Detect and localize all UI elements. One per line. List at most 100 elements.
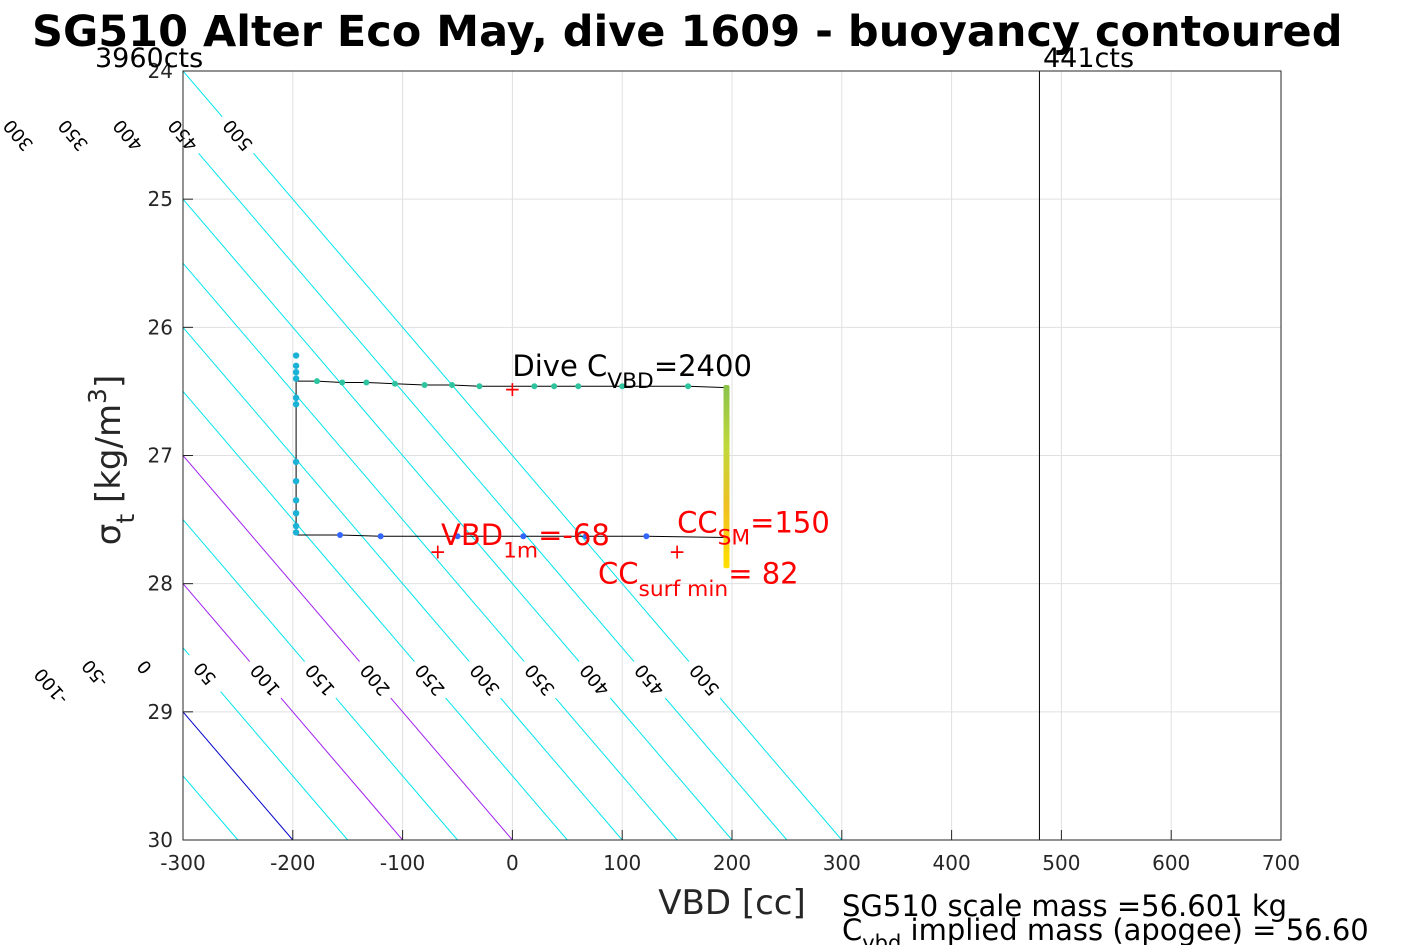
x-tick-label: 100 (603, 851, 641, 875)
trace-point (313, 378, 320, 385)
cc-sm-label-sub: SM (718, 526, 751, 551)
y-tick-label: 29 (148, 700, 173, 724)
trace-point (421, 382, 428, 389)
axis-tick-labels: -300 -200 -100 0 100 200 300 400 500 600 700 24 25 26… (148, 59, 1301, 875)
trace-point (337, 531, 344, 538)
contour-label-bg (407, 655, 453, 704)
trace-point (292, 352, 300, 359)
implied-mass-text: Cvbd implied mass (apogee) = 56.60 (842, 913, 1369, 945)
trace-point (575, 383, 582, 390)
contour-line (183, 582, 403, 840)
counts-left-label: 3960cts (95, 43, 203, 74)
dive-trace (292, 352, 730, 569)
trace-point (454, 533, 461, 540)
x-tick-label: 600 (1152, 851, 1190, 875)
contour-label-bg (297, 655, 343, 704)
annotation-markers: + + + (429, 377, 685, 564)
contour-line (183, 198, 733, 840)
x-axis-label: VBD [cc] (658, 883, 806, 923)
trace-point (520, 533, 527, 540)
trace-point (531, 383, 538, 390)
y-axis-label-sigma: σ (89, 524, 129, 546)
y-tick-label: 27 (148, 444, 173, 468)
cc-sm-label-main: CC (677, 505, 718, 539)
plus-marker: + (669, 540, 686, 564)
implied-mass-c: C (842, 913, 862, 945)
vbd-1m-label-sub: 1m (503, 538, 538, 563)
contour-line (183, 646, 349, 840)
contour-line (183, 134, 788, 840)
chart-title: SG510 Alter Eco May, dive 1609 - buoyanc… (32, 7, 1343, 57)
contour-line (0, 71, 73, 840)
trace-point (476, 383, 483, 390)
contour-label-bg (28, 662, 74, 711)
y-tick-label: 28 (148, 572, 173, 596)
trace-point (363, 379, 370, 386)
trace-point (292, 375, 300, 382)
implied-mass-rest: implied mass (apogee) = 56.60 (901, 913, 1368, 945)
x-tick-label: 200 (713, 851, 751, 875)
axis-ticks (182, 70, 1282, 841)
contour-line (0, 71, 18, 840)
contour-label-bg (572, 655, 618, 704)
contour-label-bg (0, 111, 41, 160)
dive-cvbd-label-sub: VBD (607, 369, 654, 394)
y-axis-label-sub: t (111, 514, 140, 524)
trace-point (339, 379, 346, 386)
trace-point (685, 383, 692, 390)
y-tick-label: 26 (148, 315, 173, 339)
x-tick-label: 300 (823, 851, 861, 875)
cc-sm-label: CCSM=150 (677, 505, 830, 550)
contour-line (183, 326, 623, 840)
trace-point (292, 509, 300, 517)
trace-top-run (296, 380, 727, 389)
contour-label-bg (182, 649, 228, 698)
trace-point (292, 362, 300, 369)
vbd-1m-label: VBD1m=-68 (441, 518, 610, 563)
trace-bottom-run (296, 534, 727, 539)
contour-label-bg (462, 655, 508, 704)
dive-cvbd-label-main: Dive C (512, 349, 607, 383)
thick-bar (723, 385, 730, 569)
implied-mass-sub: vbd (862, 931, 901, 945)
y-axis-label-sup: 3 (83, 388, 112, 404)
vbd-1m-label-value: =-68 (538, 518, 610, 552)
trace-point (551, 383, 558, 390)
buoyancy-contours (0, 71, 843, 840)
trace-point (292, 529, 300, 536)
contour-label-bg (122, 642, 168, 692)
trace-point (292, 368, 300, 376)
contour-label-bg (105, 111, 151, 160)
counts-right-label: 441cts (1043, 43, 1134, 74)
contour-label-bg (50, 111, 96, 160)
x-tick-label: 700 (1262, 851, 1300, 875)
y-tick-label: 30 (148, 828, 173, 852)
trace-point (292, 522, 300, 530)
cc-surf-min-label-main: CC (598, 557, 639, 591)
contour-label-bg (682, 655, 727, 704)
contour-label-bg (215, 111, 261, 160)
contour-label-bg (627, 655, 673, 704)
plus-marker: + (504, 377, 521, 401)
trace-point (292, 394, 300, 402)
trace-point (292, 458, 300, 466)
trace-point (292, 401, 300, 408)
x-tick-label: -100 (380, 851, 425, 875)
x-tick-label: 500 (1042, 851, 1080, 875)
trace-point (582, 533, 589, 540)
contour-label-bg (352, 655, 398, 704)
x-tick-label: 0 (506, 851, 519, 875)
trace-point (292, 497, 300, 504)
cc-surf-min-label-value: = 82 (728, 557, 798, 591)
vbd-1m-label-main: VBD (441, 518, 503, 552)
trace-point (377, 533, 384, 540)
plus-marker: + (429, 540, 446, 564)
scale-mass-text: SG510 scale mass =56.601 kg (842, 889, 1287, 923)
dive-cvbd-label: Dive CVBD=2400 (512, 349, 752, 394)
contour-line (183, 518, 458, 840)
y-axis-label-units: [kg/m (89, 404, 129, 514)
contour-label-bg (517, 655, 563, 704)
contour-label-bg (72, 649, 118, 698)
contour-label-bg (242, 655, 288, 704)
